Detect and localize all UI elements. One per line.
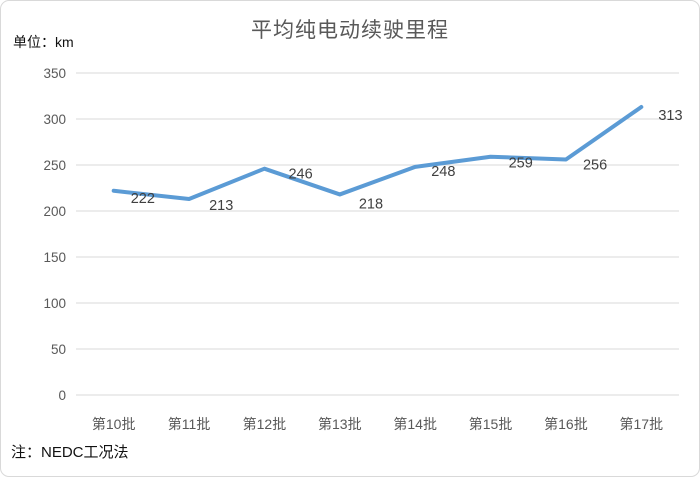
data-label: 218 [359,196,383,212]
y-tick-label: 0 [58,388,66,403]
x-axis-label: 第11批 [168,416,211,432]
x-axis-label: 第14批 [393,416,437,432]
y-tick-label: 150 [43,250,66,265]
x-axis-label: 第13批 [318,416,362,432]
y-tick-label: 250 [43,158,66,173]
data-label: 259 [509,156,533,172]
data-label: 256 [583,157,607,173]
data-label: 313 [658,108,682,124]
x-axis-label: 第16批 [544,416,588,432]
y-tick-label: 100 [43,296,66,311]
x-axis-label: 第17批 [620,416,664,432]
y-tick-label: 350 [43,66,66,81]
y-tick-label: 300 [43,112,66,127]
note-label: 注：NEDC工况法 [11,444,129,461]
x-axis-label: 第12批 [243,416,287,432]
data-label: 246 [288,167,312,183]
data-label: 213 [209,198,233,214]
x-axis-label: 第10批 [92,416,136,432]
x-axis-label: 第15批 [469,416,513,432]
y-tick-label: 200 [43,204,66,219]
y-tick-label: 50 [51,342,66,357]
chart-title: 平均纯电动续驶里程 [251,19,449,42]
unit-label: 单位：km [13,34,74,50]
data-label: 248 [431,164,455,180]
data-line [111,105,644,202]
data-label: 222 [131,191,155,207]
